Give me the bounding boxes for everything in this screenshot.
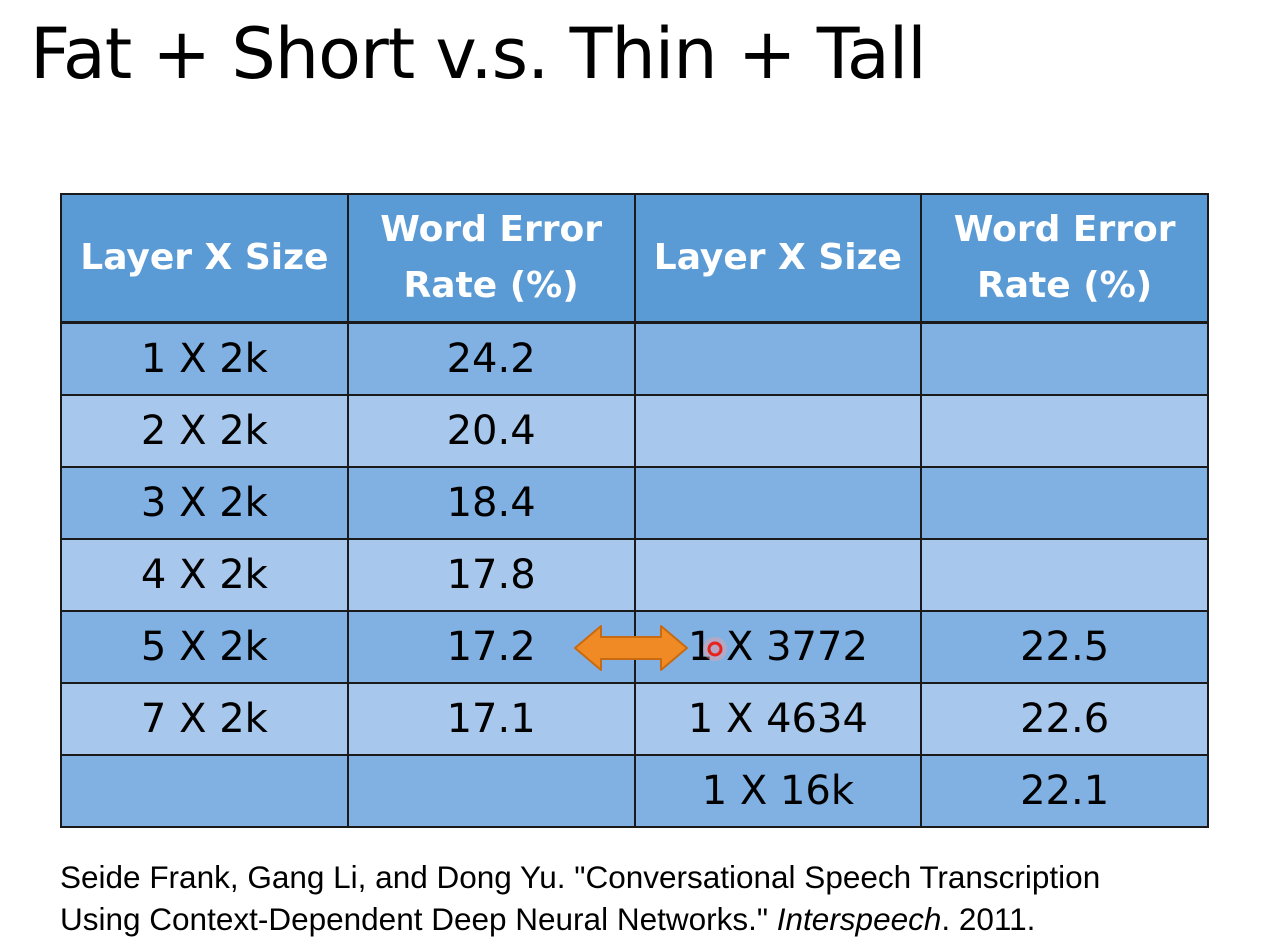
table-cell: 5 X 2k [60,610,349,684]
citation-venue: Interspeech [776,901,942,937]
table-cell: 2 X 2k [60,394,349,468]
table-cell: 1 X 4634 [633,682,923,756]
pointer-highlight-icon [703,637,727,661]
table-row: 4 X 2k 17.8 [60,538,1209,612]
table-cell [920,538,1209,612]
table-cell: 20.4 [346,394,636,468]
table-cell: 22.6 [920,682,1209,756]
table-cell: 24.2 [346,321,636,396]
table-cell: 3 X 2k [60,466,349,540]
word-error-rate-table: Layer X Size Word Error Rate (%) Layer X… [60,193,1209,828]
citation-line-1: Seide Frank, Gang Li, and Dong Yu. "Conv… [60,859,1101,895]
header-layer-size-left: Layer X Size [60,193,349,324]
table-row: 1 X 2k 24.2 [60,321,1209,396]
table-row: 2 X 2k 20.4 [60,394,1209,468]
table-cell: 7 X 2k [60,682,349,756]
table-cell: 1 X 3772 [633,610,923,684]
table-cell [920,321,1209,396]
table-row: 5 X 2k 17.2 1 X 3772 22.5 [60,610,1209,684]
citation-line-2-suffix: . 2011. [941,901,1036,937]
slide-title: Fat + Short v.s. Thin + Tall [30,13,927,95]
table-cell: 1 X 2k [60,321,349,396]
table-cell [920,394,1209,468]
table-row: 7 X 2k 17.1 1 X 4634 22.6 [60,682,1209,756]
table-row: 1 X 16k 22.1 [60,754,1209,828]
citation: Seide Frank, Gang Li, and Dong Yu. "Conv… [60,856,1100,940]
table-cell [633,321,923,396]
table-cell: 22.1 [920,754,1209,828]
table-row: 3 X 2k 18.4 [60,466,1209,540]
table-cell [633,466,923,540]
table-cell [633,538,923,612]
table-cell: 1 X 16k [633,754,923,828]
citation-line-2-prefix: Using Context-Dependent Deep Neural Netw… [60,901,777,937]
table-header-row: Layer X Size Word Error Rate (%) Layer X… [60,193,1209,324]
double-headed-arrow-icon [574,625,688,671]
table-cell: 18.4 [346,466,636,540]
table-cell [346,754,636,828]
table-cell [920,466,1209,540]
table-cell [60,754,349,828]
table-cell: 22.5 [920,610,1209,684]
table-cell: 4 X 2k [60,538,349,612]
table-cell: 17.1 [346,682,636,756]
header-word-error-rate-right: Word Error Rate (%) [920,193,1209,324]
table-cell [633,394,923,468]
header-layer-size-right: Layer X Size [633,193,923,324]
header-word-error-rate-left: Word Error Rate (%) [346,193,636,324]
table-cell: 17.8 [346,538,636,612]
